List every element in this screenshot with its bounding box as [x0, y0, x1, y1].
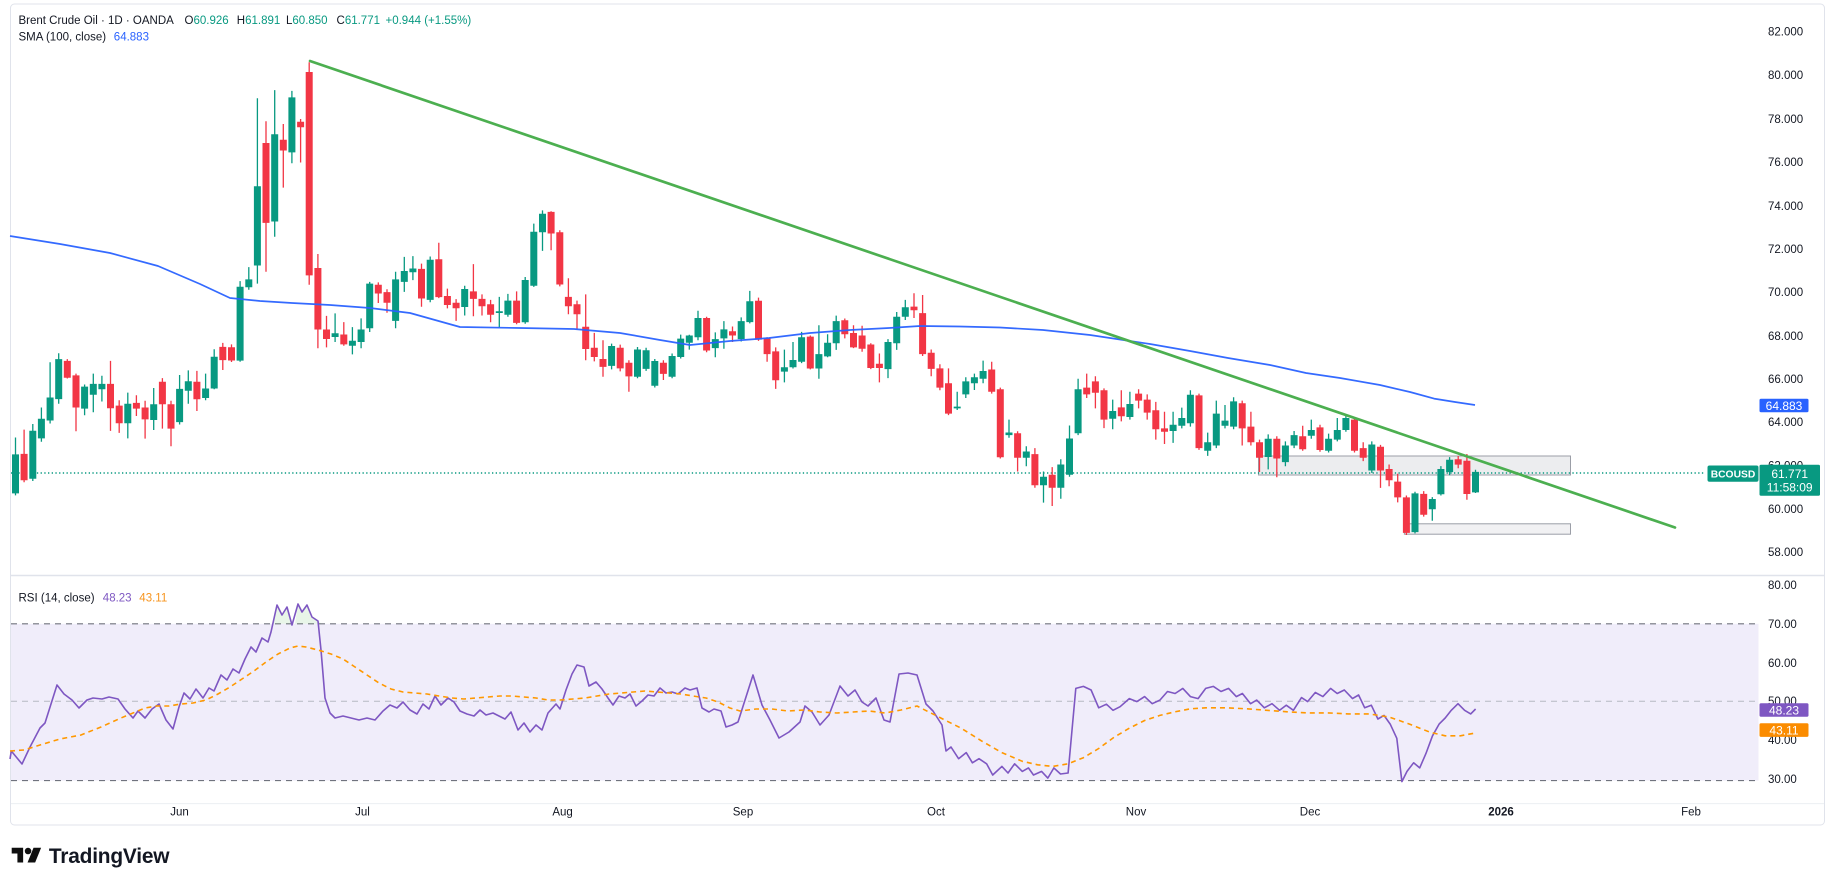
svg-text:76.000: 76.000 — [1768, 157, 1803, 169]
svg-text:Jul: Jul — [355, 807, 370, 819]
svg-text:64.883: 64.883 — [1766, 399, 1803, 413]
svg-text:64.000: 64.000 — [1768, 417, 1803, 429]
svg-text:80.000: 80.000 — [1768, 70, 1803, 82]
svg-text:Feb: Feb — [1681, 807, 1701, 819]
svg-text:Nov: Nov — [1126, 807, 1147, 819]
svg-text:Jun: Jun — [170, 807, 189, 819]
svg-text:58.000: 58.000 — [1768, 547, 1803, 559]
svg-text:2026: 2026 — [1488, 807, 1514, 819]
svg-text:11:58:09: 11:58:09 — [1767, 481, 1813, 495]
svg-text:Dec: Dec — [1300, 807, 1321, 819]
svg-text:TradingView: TradingView — [49, 845, 170, 868]
svg-text:68.000: 68.000 — [1768, 331, 1803, 343]
svg-text:43.11: 43.11 — [1769, 723, 1798, 737]
svg-text:78.000: 78.000 — [1768, 114, 1803, 126]
svg-text:61.771: 61.771 — [1771, 467, 1808, 481]
svg-text:Aug: Aug — [552, 807, 572, 819]
svg-text:Oct: Oct — [927, 807, 946, 819]
svg-text:60.000: 60.000 — [1768, 504, 1803, 516]
svg-text:82.000: 82.000 — [1768, 27, 1803, 39]
svg-text:74.000: 74.000 — [1768, 201, 1803, 213]
svg-text:72.000: 72.000 — [1768, 244, 1803, 256]
svg-text:80.00: 80.00 — [1768, 580, 1797, 592]
svg-text:SMA (100, close)64.883: SMA (100, close) 64.883 — [19, 32, 149, 44]
svg-text:60.00: 60.00 — [1768, 658, 1797, 670]
svg-text:66.000: 66.000 — [1768, 374, 1803, 386]
svg-text:Sep: Sep — [733, 807, 753, 819]
svg-text:BCOUSD: BCOUSD — [1711, 469, 1756, 480]
svg-text:70.00: 70.00 — [1768, 619, 1797, 631]
svg-text:48.23: 48.23 — [1769, 703, 1799, 717]
svg-text:70.000: 70.000 — [1768, 287, 1803, 299]
svg-text:40.00: 40.00 — [1768, 735, 1797, 747]
svg-text:30.00: 30.00 — [1768, 774, 1797, 786]
